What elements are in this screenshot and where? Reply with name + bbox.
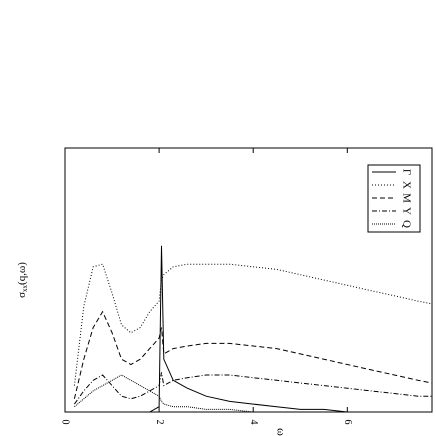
series-line bbox=[74, 245, 432, 413]
legend-label: Y bbox=[400, 207, 412, 215]
legend-label: X bbox=[400, 181, 412, 189]
x-axis-label: ω bbox=[274, 428, 288, 436]
plot-frame bbox=[64, 147, 433, 413]
legend-label: M bbox=[400, 193, 412, 203]
x-tick-label: 2 bbox=[154, 420, 165, 425]
x-tick-label: 6 bbox=[342, 420, 353, 425]
x-tick-label: 4 bbox=[248, 420, 259, 425]
series-line bbox=[73, 310, 433, 399]
series-line bbox=[73, 372, 432, 405]
series-line bbox=[74, 374, 432, 413]
y-label-symbol: σ bbox=[16, 292, 28, 298]
y-axis-label: σxx(q,ω) bbox=[16, 262, 29, 298]
x-tick-label: 0 bbox=[60, 420, 71, 425]
legend-label: Γ bbox=[400, 169, 412, 175]
y-label-subscript: xx bbox=[21, 284, 29, 292]
series-line bbox=[73, 263, 433, 386]
y-label-argument: (q,ω) bbox=[16, 262, 28, 285]
legend-label: Q bbox=[400, 220, 412, 228]
